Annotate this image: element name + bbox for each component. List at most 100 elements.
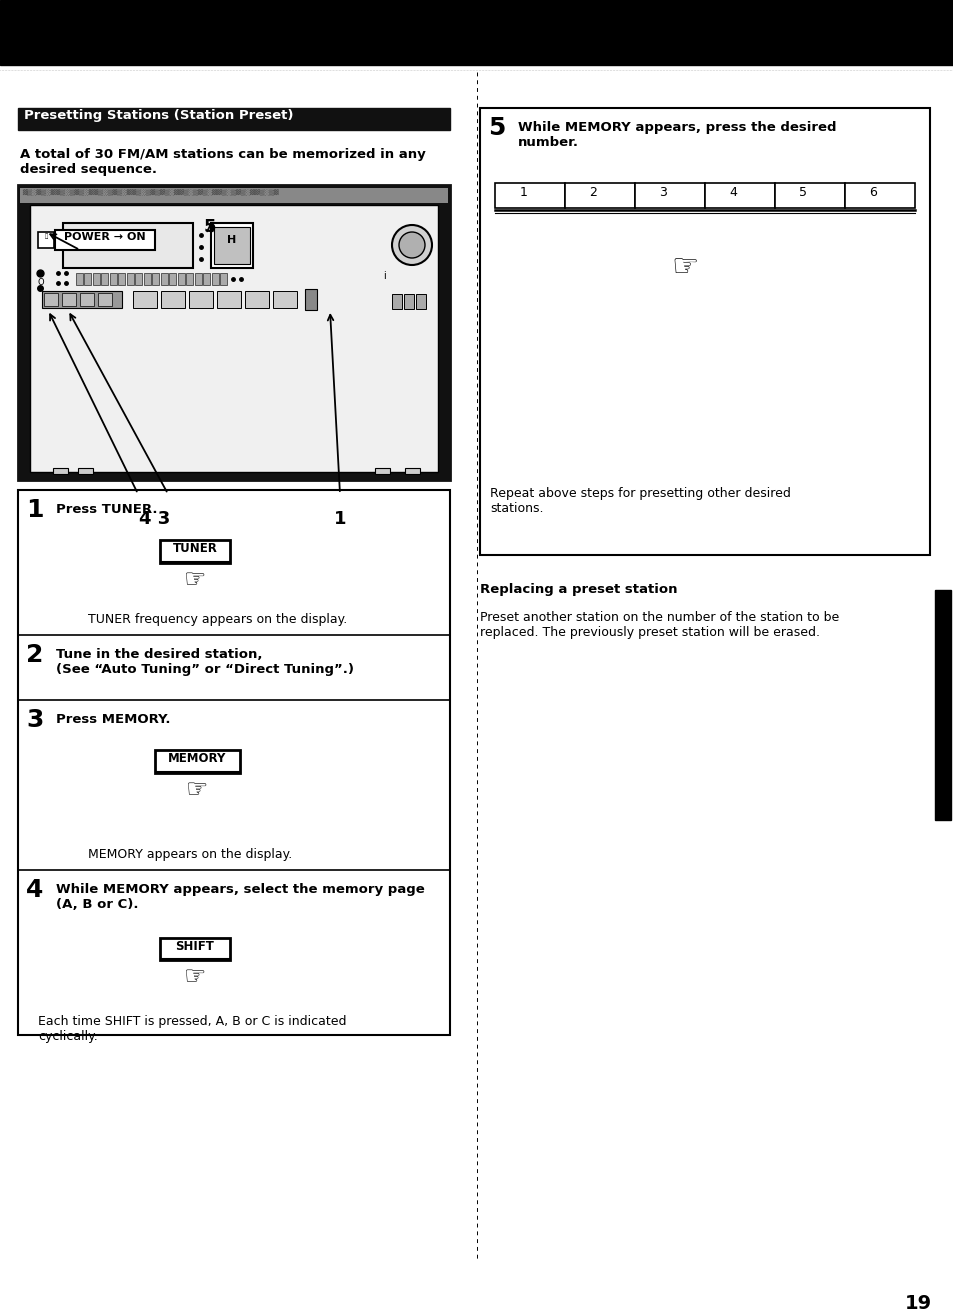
Bar bbox=[53, 468, 68, 474]
Bar bbox=[635, 183, 704, 208]
Bar bbox=[392, 294, 401, 309]
Bar bbox=[203, 273, 211, 285]
Bar bbox=[92, 273, 100, 285]
Bar bbox=[495, 183, 564, 208]
Text: 1: 1 bbox=[334, 510, 346, 528]
Bar bbox=[20, 188, 448, 202]
Text: 2: 2 bbox=[589, 187, 597, 198]
Text: ☞: ☞ bbox=[186, 778, 209, 802]
Bar bbox=[194, 273, 202, 285]
Text: Press MEMORY.: Press MEMORY. bbox=[56, 714, 171, 727]
Circle shape bbox=[392, 225, 432, 265]
Text: 1: 1 bbox=[519, 187, 527, 198]
Text: Press TUNER.: Press TUNER. bbox=[56, 503, 157, 516]
Bar bbox=[305, 289, 316, 310]
Bar bbox=[160, 938, 230, 961]
Bar bbox=[118, 273, 126, 285]
Bar bbox=[245, 290, 269, 307]
Bar bbox=[135, 273, 142, 285]
Bar bbox=[127, 273, 133, 285]
Bar bbox=[220, 273, 227, 285]
Text: 19: 19 bbox=[904, 1294, 931, 1313]
Bar bbox=[62, 293, 76, 306]
Bar bbox=[110, 273, 117, 285]
Bar bbox=[161, 290, 185, 307]
Text: Replacing a preset station: Replacing a preset station bbox=[479, 583, 677, 597]
Text: TUNER frequency appears on the display.: TUNER frequency appears on the display. bbox=[88, 614, 347, 625]
Text: Repeat above steps for presetting other desired
stations.: Repeat above steps for presetting other … bbox=[490, 487, 790, 515]
Text: 5: 5 bbox=[488, 116, 505, 141]
Text: ⬛: ⬛ bbox=[45, 233, 48, 239]
Text: TUNER: TUNER bbox=[172, 541, 217, 555]
Bar bbox=[76, 273, 83, 285]
Bar bbox=[101, 273, 109, 285]
Text: MEMORY appears on the display.: MEMORY appears on the display. bbox=[88, 848, 292, 861]
Bar bbox=[144, 273, 151, 285]
Text: ☞: ☞ bbox=[184, 568, 206, 593]
Text: 2: 2 bbox=[26, 643, 43, 668]
Bar bbox=[186, 273, 193, 285]
Bar bbox=[704, 183, 774, 208]
Bar bbox=[63, 223, 193, 268]
Text: POWER → ON: POWER → ON bbox=[64, 233, 146, 242]
Text: ☞: ☞ bbox=[671, 254, 698, 283]
Text: 6: 6 bbox=[868, 187, 877, 198]
Bar bbox=[42, 290, 122, 307]
Text: 1: 1 bbox=[26, 498, 44, 522]
Bar bbox=[0, 0, 953, 64]
Text: 4 3: 4 3 bbox=[139, 510, 171, 528]
Bar bbox=[160, 540, 230, 562]
Bar bbox=[18, 490, 450, 1035]
Text: MEMORY: MEMORY bbox=[168, 752, 227, 765]
Bar bbox=[934, 590, 950, 820]
Bar bbox=[18, 108, 450, 130]
Bar bbox=[152, 273, 159, 285]
Text: Preset another station on the number of the station to be
replaced. The previous: Preset another station on the number of … bbox=[479, 611, 839, 639]
Bar bbox=[403, 294, 414, 309]
Text: A total of 30 FM/AM stations can be memorized in any
desired sequence.: A total of 30 FM/AM stations can be memo… bbox=[20, 148, 425, 176]
Bar bbox=[85, 273, 91, 285]
Text: 3: 3 bbox=[26, 708, 43, 732]
Text: Presetting Stations (Station Preset): Presetting Stations (Station Preset) bbox=[24, 109, 294, 122]
Text: ▓▒░▓▒░▓▓▒░▒▓▒░▓▓▒░▒▓▒░▓▓▒░▒▓▒▓▒░▓▓▒░▒▓▒░▓▓▒░▒▓▒░▓▓▒░▒▓: ▓▒░▓▒░▓▓▒░▒▓▒░▓▓▒░▒▓▒░▓▓▒░▒▓▒▓▒░▓▓▒░▒▓▒░… bbox=[22, 189, 278, 196]
Bar bbox=[211, 223, 253, 268]
Bar bbox=[416, 294, 426, 309]
Text: O: O bbox=[38, 279, 45, 286]
Text: While MEMORY appears, select the memory page
(A, B or C).: While MEMORY appears, select the memory … bbox=[56, 883, 424, 911]
Bar bbox=[44, 293, 58, 306]
Text: 4: 4 bbox=[26, 878, 43, 901]
Bar bbox=[405, 468, 419, 474]
Bar bbox=[375, 468, 390, 474]
Bar bbox=[38, 233, 54, 248]
Bar bbox=[774, 183, 844, 208]
Circle shape bbox=[398, 233, 424, 258]
Bar bbox=[78, 468, 92, 474]
Text: Each time SHIFT is pressed, A, B or C is indicated
cyclically.: Each time SHIFT is pressed, A, B or C is… bbox=[38, 1014, 346, 1043]
Bar bbox=[844, 183, 914, 208]
Bar bbox=[212, 273, 219, 285]
Bar bbox=[30, 205, 437, 472]
Text: H: H bbox=[227, 235, 236, 244]
Text: Tune in the desired station,
(See “Auto Tuning” or “Direct Tuning”.): Tune in the desired station, (See “Auto … bbox=[56, 648, 354, 675]
Bar bbox=[161, 273, 168, 285]
Bar bbox=[216, 290, 241, 307]
Text: 5: 5 bbox=[799, 187, 806, 198]
Bar bbox=[273, 290, 296, 307]
Bar bbox=[132, 290, 157, 307]
Bar bbox=[178, 273, 185, 285]
Text: i: i bbox=[383, 271, 386, 281]
Text: 5: 5 bbox=[204, 218, 216, 237]
Text: 3: 3 bbox=[659, 187, 667, 198]
Bar bbox=[170, 273, 176, 285]
Bar bbox=[189, 290, 213, 307]
Text: SHIFT: SHIFT bbox=[175, 940, 214, 953]
Bar bbox=[213, 227, 250, 264]
Bar bbox=[80, 293, 94, 306]
Text: ☞: ☞ bbox=[184, 964, 206, 989]
Bar bbox=[564, 183, 635, 208]
Bar bbox=[154, 750, 240, 773]
Bar bbox=[98, 293, 112, 306]
Bar bbox=[55, 230, 154, 250]
Text: While MEMORY appears, press the desired
number.: While MEMORY appears, press the desired … bbox=[517, 121, 836, 148]
Bar bbox=[18, 185, 450, 480]
